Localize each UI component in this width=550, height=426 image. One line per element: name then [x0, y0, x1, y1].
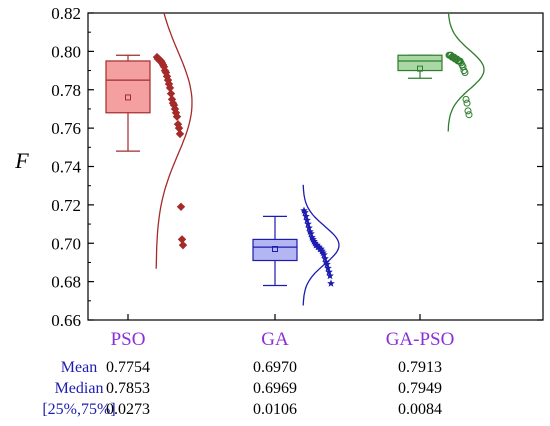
y-tick-label: 0.74: [51, 158, 81, 177]
y-tick-label: 0.72: [51, 196, 81, 215]
y-tick-label: 0.80: [51, 42, 81, 61]
data-point-diamond: [177, 235, 187, 244]
y-tick-label: 0.66: [51, 311, 81, 330]
box: [252, 238, 298, 262]
mean-marker: [417, 65, 423, 72]
x-category-label: PSO: [111, 329, 146, 350]
series-pso: [105, 12, 193, 269]
data-point-diamond: [172, 112, 182, 121]
data-point-circle: [461, 68, 469, 76]
data-point-diamond: [178, 240, 188, 250]
y-tick-label: 0.70: [51, 234, 81, 253]
stats-value: 0.0106: [253, 401, 297, 418]
stats-row-label: [25%,75%]: [42, 401, 115, 418]
data-point-circle: [464, 107, 472, 115]
data-point-star: [325, 268, 333, 276]
y-tick-label: 0.82: [51, 4, 81, 23]
data-point-star: [304, 220, 312, 228]
data-point-star: [321, 254, 329, 262]
data-point-circle: [465, 111, 473, 119]
data-point-circle: [462, 95, 470, 103]
data-point-star: [302, 212, 310, 220]
x-category-label: GA: [261, 329, 289, 350]
data-point-star: [303, 216, 311, 224]
y-tick-label: 0.78: [51, 81, 81, 100]
stats-value: 0.7853: [106, 380, 150, 397]
stats-value: 0.0084: [398, 401, 442, 418]
data-point-star: [324, 264, 332, 272]
series-ga-pso: [397, 12, 485, 132]
data-point-star: [327, 279, 335, 287]
y-tick-label: 0.76: [51, 119, 81, 138]
box: [105, 60, 151, 114]
mean-marker: [272, 246, 278, 253]
data-point-star: [323, 260, 331, 268]
mean-marker: [125, 94, 131, 101]
x-category-label: GA-PSO: [386, 329, 455, 350]
stats-value: 0.7913: [398, 359, 442, 376]
distribution-curve: [155, 12, 193, 269]
data-point-circle: [463, 99, 471, 107]
y-tick-label: 0.68: [51, 273, 81, 292]
data-point-star: [307, 229, 315, 237]
distribution-curve: [447, 12, 485, 132]
stats-value: 0.6970: [253, 359, 297, 376]
y-axis-label: F: [14, 148, 29, 173]
data-point-star: [320, 250, 328, 258]
data-point-diamond: [175, 129, 185, 139]
series-ga: [252, 184, 340, 306]
distribution-curve: [302, 184, 340, 306]
stats-value: 0.6969: [253, 380, 297, 397]
data-point-star: [305, 223, 313, 232]
stats-value: 0.0273: [106, 401, 150, 418]
data-point-diamond: [166, 89, 176, 98]
stats-row-label: Median: [55, 380, 104, 397]
data-point-star: [326, 271, 334, 280]
data-point-star: [301, 208, 309, 216]
stats-value: 0.7949: [398, 380, 442, 397]
stats-value: 0.7754: [106, 359, 150, 376]
data-point-diamond: [176, 202, 186, 212]
box: [397, 54, 443, 72]
stats-row-label: Mean: [61, 359, 97, 376]
